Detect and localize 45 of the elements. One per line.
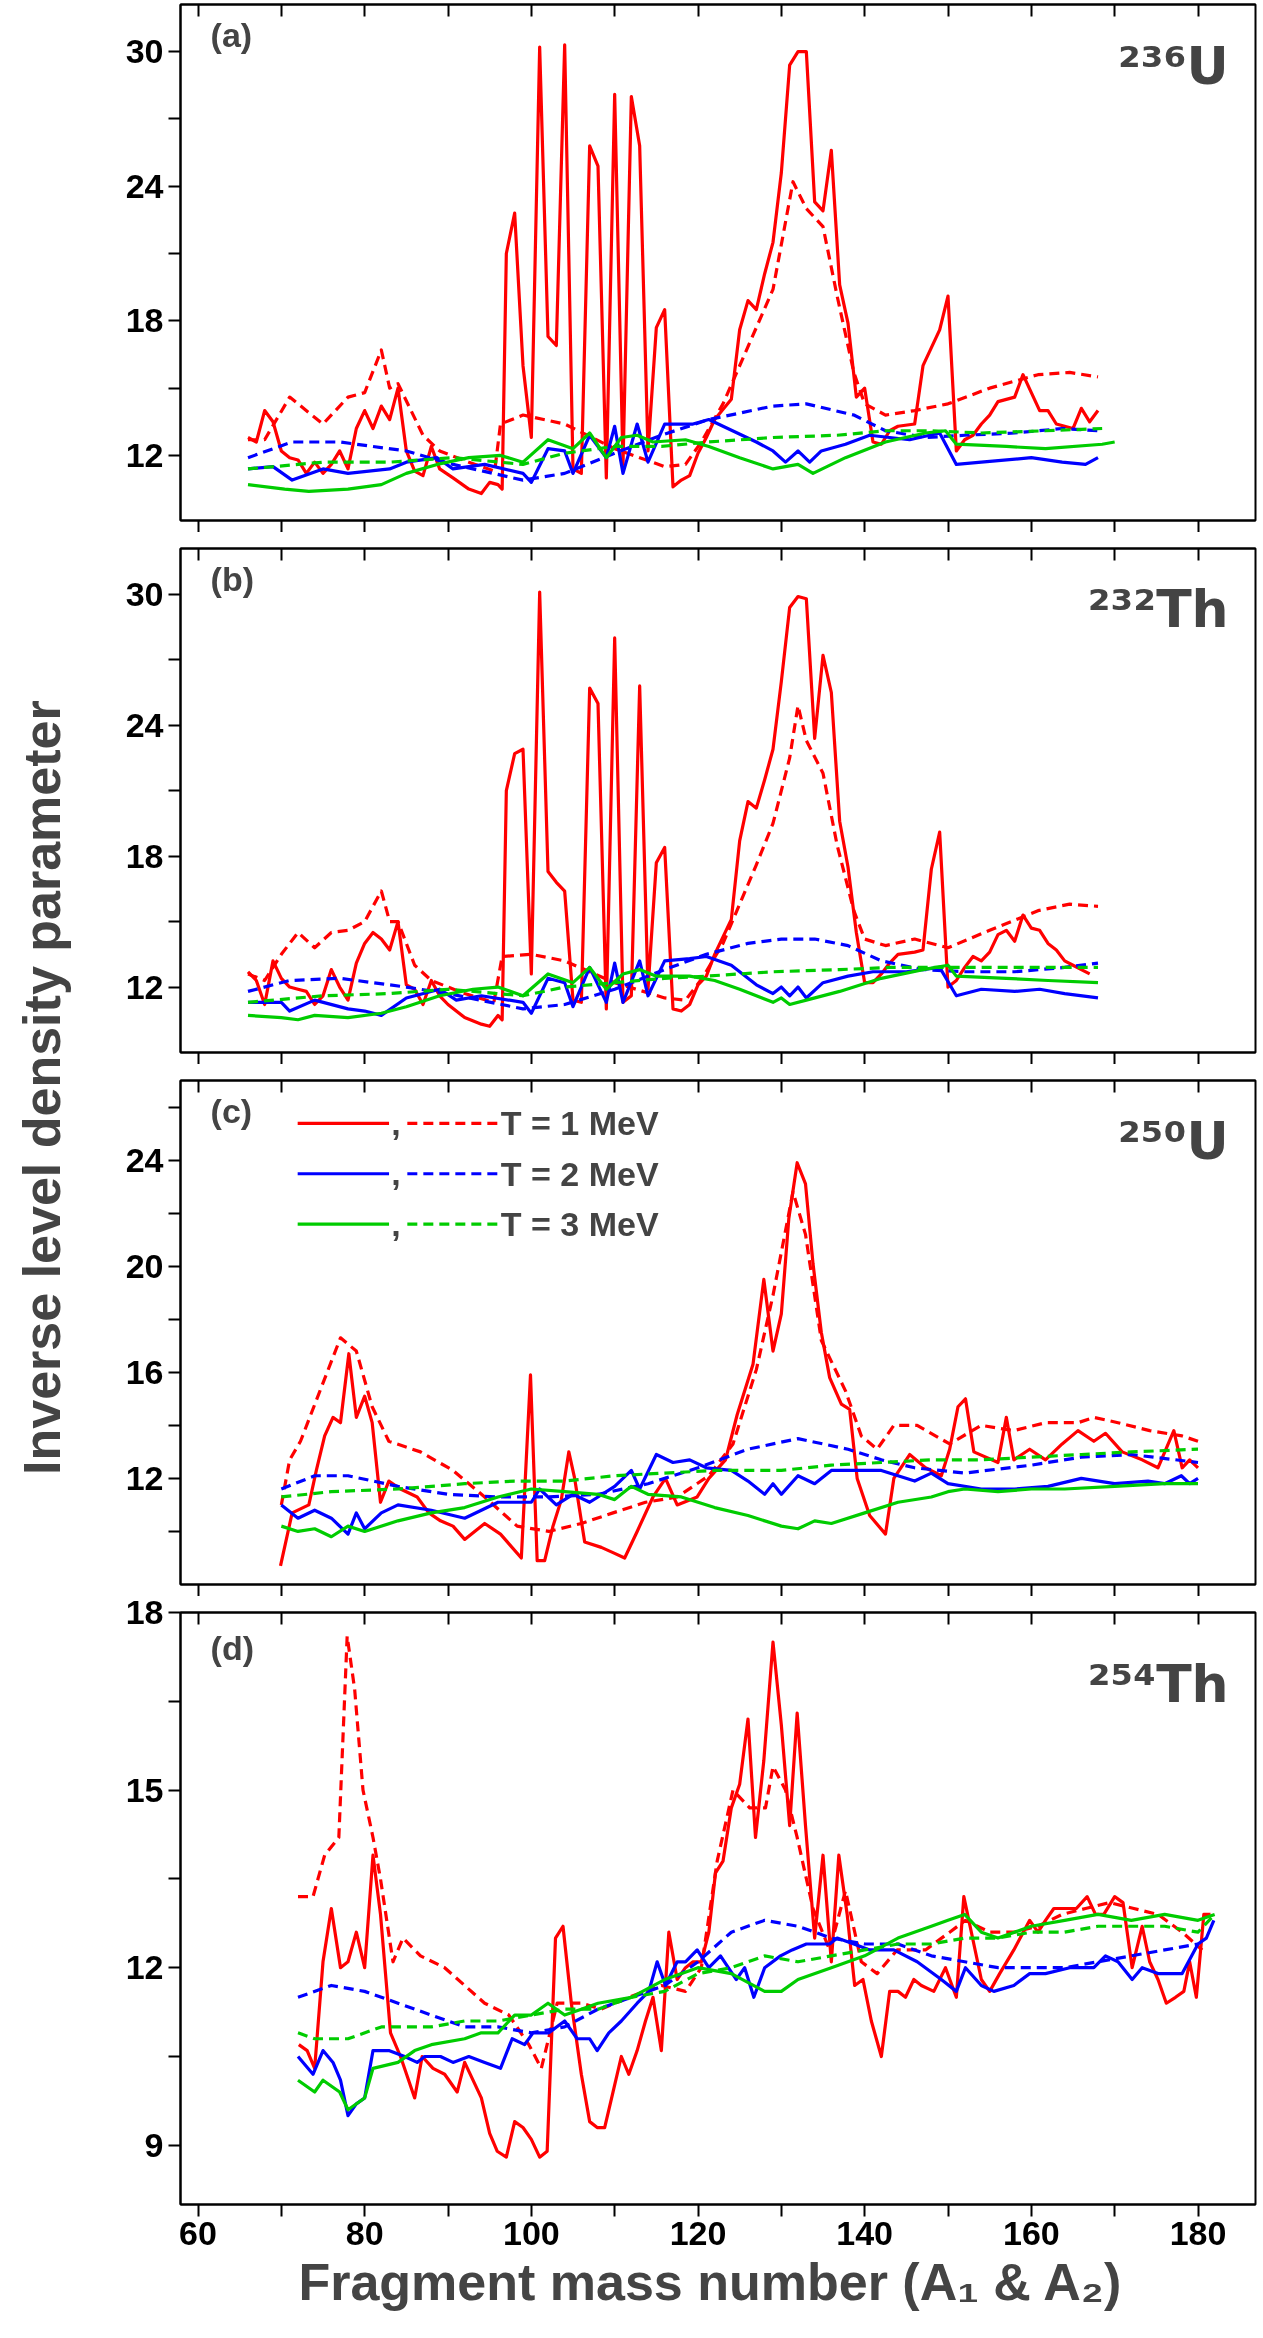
y-tick-label: 20 [125,1246,164,1285]
line-series [246,963,1100,1022]
line-series [246,402,1100,482]
annotation: ²⁵⁴Th [1087,1653,1229,1714]
legend-label: T = 2 MeV [500,1154,659,1193]
annotation: (a) [210,16,253,55]
y-tick-label: 18 [125,301,164,340]
y-tick-label: 9 [144,2125,164,2164]
y-tick-label: 18 [125,1593,164,1631]
y-tick-label: 12 [125,967,164,1006]
x-tick-label: 160 [1002,2213,1060,2252]
y-tick-label: 15 [125,1770,164,1809]
y-tick-label: 12 [125,1458,164,1497]
x-tick-label: 100 [502,2213,560,2252]
line-series [278,1161,1200,1568]
legend-label: , [391,1103,401,1142]
x-tick-label: 140 [836,2213,894,2252]
annotation: ²⁵⁰U [1118,1110,1229,1171]
legend-label: T = 3 MeV [500,1205,659,1244]
x-tick-label: 180 [1169,2213,1227,2252]
y-tick-label: 30 [125,32,164,71]
x-tick-label: 120 [669,2213,727,2252]
legend-label: , [391,1154,401,1193]
y-axis-title: Inverse level density parameter [13,700,72,1475]
y-tick-label: 30 [125,574,164,613]
annotation: (b) [210,559,255,598]
x-tick-label: 80 [345,2213,384,2252]
annotation: (d) [210,1629,255,1668]
x-axis-title: Fragment mass number (A₁ & A₂) [298,2252,1122,2311]
y-tick-label: 18 [125,836,164,875]
y-tick-label: 24 [125,705,164,744]
line-series [279,1482,1200,1539]
x-tick-label: 60 [179,2213,217,2252]
line-series [246,429,1117,493]
annotation: (c) [210,1091,253,1130]
y-tick-label: 12 [125,435,164,474]
annotation: ²³²Th [1087,578,1229,639]
legend-label: T = 1 MeV [500,1104,659,1143]
y-tick-label: 24 [125,166,164,205]
line-series [279,1447,1200,1499]
annotation: ²³⁶U [1118,36,1229,97]
legend-label: , [391,1204,401,1243]
y-tick-label: 24 [125,1140,164,1179]
y-tick-label: 12 [125,1948,164,1987]
y-tick-label: 16 [125,1352,164,1391]
